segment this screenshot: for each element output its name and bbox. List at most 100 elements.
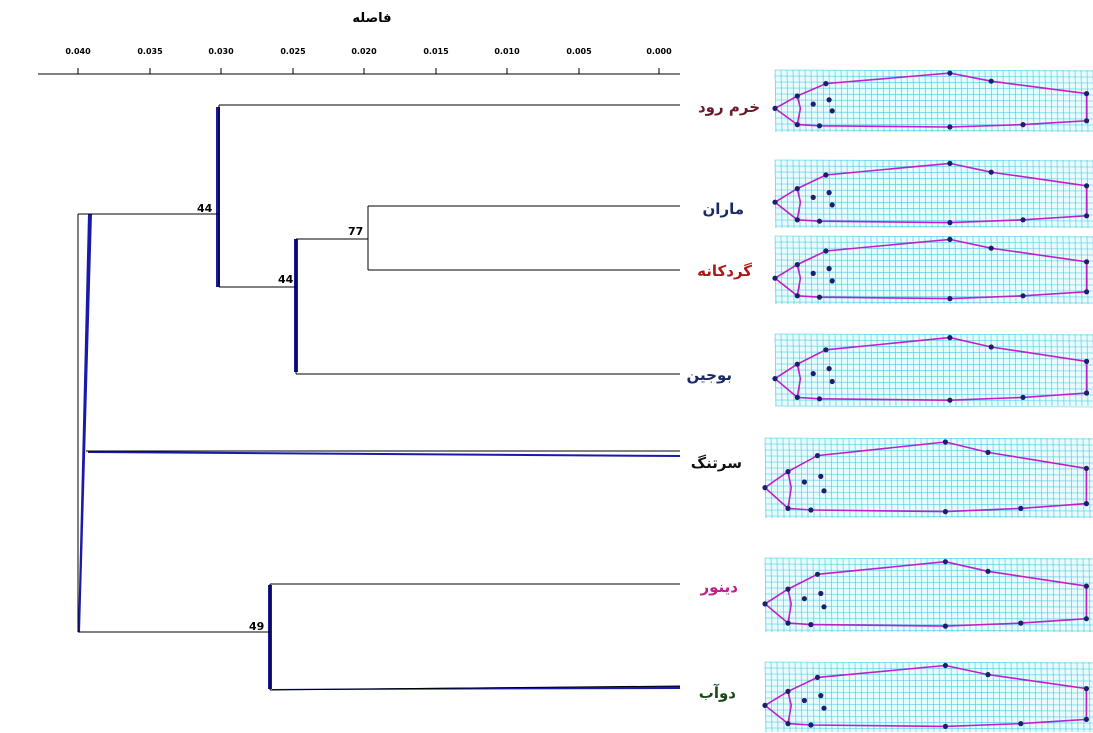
landmark-point	[814, 453, 821, 459]
landmark-point	[794, 122, 800, 128]
node-label: 44	[278, 273, 294, 286]
grid-line	[924, 235, 927, 305]
grid-line	[924, 69, 927, 133]
landmark-point	[1083, 501, 1089, 507]
grid-line	[848, 437, 851, 519]
grid-line	[866, 437, 869, 519]
grid-line	[1026, 159, 1029, 229]
grid-line	[764, 697, 1093, 700]
landmark-point	[1083, 465, 1089, 471]
grid-line	[894, 69, 897, 133]
landmark-point	[1018, 721, 1024, 727]
landmark-point	[826, 266, 832, 272]
landmark-point	[823, 248, 829, 254]
grid-line	[966, 333, 969, 407]
grid-line	[936, 159, 939, 229]
grid-line	[978, 159, 981, 229]
grid-line	[924, 159, 927, 229]
grid-line	[906, 69, 909, 133]
tick-label: 0.015	[423, 47, 449, 56]
grid-line	[992, 557, 995, 633]
grid-line	[824, 661, 827, 733]
landmark-outline-inner	[796, 264, 802, 296]
grid-line	[900, 235, 903, 305]
grid-line	[1020, 235, 1023, 305]
landmark-point	[762, 702, 768, 709]
landmark-point	[762, 601, 768, 607]
grid-line	[812, 661, 815, 733]
grid-line	[1032, 333, 1035, 407]
landmark-point	[818, 473, 824, 479]
landmark-point	[818, 693, 824, 699]
grid-line	[764, 437, 767, 519]
landmark-point	[814, 571, 821, 577]
grid-line	[842, 661, 845, 733]
grid-line	[878, 437, 881, 519]
grid-line	[764, 491, 1093, 494]
grid-line	[948, 235, 951, 305]
grid-line	[774, 75, 1093, 78]
landmark-point	[821, 488, 827, 494]
landmark-point	[1020, 293, 1026, 299]
landmark-point	[985, 449, 991, 455]
landmark-point	[826, 366, 832, 372]
grid-line	[774, 345, 1093, 348]
grid-line	[810, 159, 813, 229]
landmark-point	[816, 123, 823, 129]
landmark-point	[772, 199, 778, 205]
grid-line	[872, 437, 875, 519]
grid-line	[764, 611, 1093, 614]
grid-line	[948, 159, 951, 229]
grid-line	[972, 333, 975, 407]
grid-line	[972, 235, 975, 305]
grid-line	[930, 333, 933, 407]
grid-line	[794, 437, 797, 519]
grid-line	[846, 235, 849, 305]
landmark-point	[985, 568, 991, 574]
landmark-point	[985, 672, 991, 678]
grid-line	[932, 661, 935, 733]
grid-line	[764, 691, 1093, 694]
grid-line	[942, 333, 945, 407]
landmark-point	[818, 590, 824, 597]
landmark-point	[1084, 259, 1090, 265]
grid-line	[774, 69, 1093, 72]
grid-line	[774, 247, 1093, 250]
deformation-grid	[772, 235, 1093, 305]
grid-line	[896, 661, 899, 733]
grid-line	[1038, 333, 1041, 407]
grid-line	[978, 235, 981, 305]
grid-line	[894, 159, 897, 229]
grid-line	[894, 333, 897, 407]
grid-line	[924, 333, 927, 407]
grid-line	[906, 333, 909, 407]
grid-line	[882, 69, 885, 133]
landmark-point	[1084, 358, 1090, 364]
grid-line	[1008, 235, 1011, 305]
landmark-point	[785, 721, 791, 727]
landmark-point	[801, 697, 808, 704]
landmark-outline-inner	[796, 188, 802, 220]
landmark-point	[808, 507, 814, 513]
grid-line	[764, 479, 1093, 482]
grid-line	[960, 159, 963, 229]
deformation-grid	[772, 69, 1093, 133]
grid-line	[770, 437, 773, 519]
grid-line	[960, 333, 963, 407]
grid-line	[908, 661, 911, 733]
grid-line	[842, 437, 845, 519]
grid-line	[966, 235, 969, 305]
landmark-outline-inner	[787, 471, 793, 509]
landmark-point	[772, 376, 778, 382]
grid-line	[824, 437, 827, 519]
grid-line	[948, 69, 951, 133]
grid-line	[1014, 159, 1017, 229]
grid-line	[770, 557, 773, 633]
grid-line	[800, 437, 803, 519]
grid-line	[774, 363, 1093, 366]
landmark-point	[1083, 616, 1089, 622]
grid-line	[840, 69, 843, 133]
landmark-point	[814, 674, 821, 681]
landmark-point	[801, 479, 808, 485]
grid-line	[936, 69, 939, 133]
